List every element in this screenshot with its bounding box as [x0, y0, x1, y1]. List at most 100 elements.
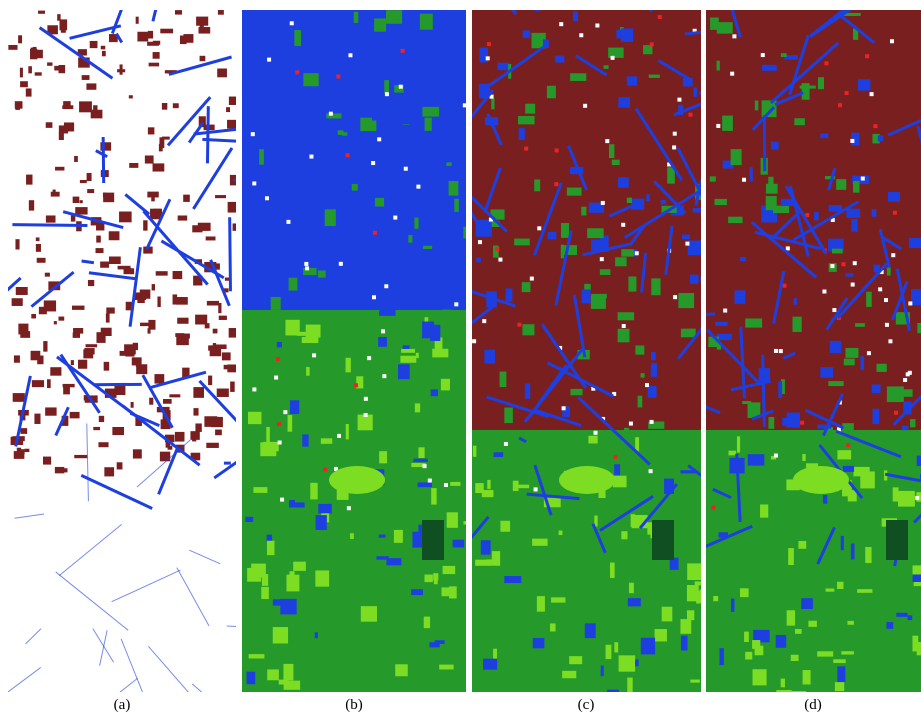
class-pixel	[286, 220, 290, 224]
class-pixel	[903, 378, 907, 382]
building	[129, 163, 138, 168]
class-patch	[717, 22, 733, 33]
class-patch	[315, 632, 318, 638]
park	[329, 466, 385, 494]
class-patch	[600, 269, 610, 275]
class-patch	[414, 218, 418, 229]
building	[173, 271, 183, 279]
building	[91, 110, 103, 119]
class-patch	[567, 188, 582, 196]
class-patch	[318, 504, 332, 514]
class-patch	[618, 329, 630, 343]
class-patch	[534, 179, 540, 191]
class-patch	[912, 636, 918, 652]
building	[16, 287, 28, 295]
building	[44, 300, 56, 311]
class-pixel	[594, 431, 598, 435]
class-patch	[415, 92, 423, 107]
class-patch	[325, 209, 336, 226]
building	[200, 56, 206, 61]
class-pixel	[487, 42, 491, 46]
class-patch	[690, 680, 699, 683]
building	[64, 122, 74, 131]
class-patch	[277, 342, 282, 347]
building	[15, 103, 20, 110]
class-patch	[833, 659, 845, 663]
class-patch	[561, 245, 564, 259]
class-patch	[661, 200, 666, 204]
class-patch	[801, 598, 813, 609]
class-patch	[293, 562, 306, 571]
class-patch	[766, 196, 777, 210]
building	[204, 416, 217, 427]
class-pixel	[711, 506, 715, 510]
class-patch	[375, 198, 384, 207]
building	[206, 236, 216, 240]
building	[59, 65, 66, 73]
class-patch	[719, 648, 724, 665]
class-patch	[243, 228, 257, 234]
class-patch	[273, 599, 288, 605]
building	[117, 69, 125, 72]
building	[147, 42, 159, 46]
class-patch	[273, 627, 288, 643]
building	[98, 442, 108, 447]
forest	[886, 520, 908, 560]
building	[149, 398, 153, 405]
class-patch	[910, 419, 915, 427]
class-patch	[401, 349, 415, 353]
map-panel	[242, 10, 478, 703]
class-patch	[522, 282, 531, 292]
building	[73, 197, 80, 203]
class-patch	[443, 566, 456, 574]
class-patch	[618, 312, 634, 320]
class-patch	[547, 86, 556, 98]
class-patch	[681, 329, 696, 338]
building	[195, 423, 201, 431]
class-patch	[643, 45, 652, 54]
class-patch	[432, 222, 445, 238]
class-patch	[386, 10, 402, 24]
class-patch	[518, 116, 534, 124]
building	[82, 75, 90, 80]
class-patch	[887, 386, 904, 402]
building	[153, 163, 165, 171]
class-patch	[687, 563, 703, 580]
building	[206, 443, 219, 448]
class-patch	[841, 651, 854, 654]
class-patch	[450, 482, 460, 486]
class-pixel	[486, 56, 490, 60]
class-patch	[280, 245, 286, 252]
building	[34, 414, 40, 424]
class-patch	[795, 629, 802, 634]
class-patch	[446, 162, 451, 165]
class-patch	[309, 216, 323, 223]
building	[13, 393, 25, 402]
class-patch	[302, 337, 319, 343]
class-patch	[571, 389, 583, 395]
building	[119, 212, 132, 223]
class-patch	[415, 403, 420, 412]
class-patch	[418, 482, 432, 487]
class-patch	[395, 664, 408, 676]
class-pixel	[274, 376, 278, 380]
class-patch	[449, 181, 459, 196]
class-patch	[681, 636, 688, 651]
class-patch	[266, 427, 270, 442]
class-pixel	[346, 153, 350, 157]
class-patch	[506, 288, 513, 301]
building	[163, 399, 172, 404]
class-patch	[591, 294, 607, 299]
class-pixel	[658, 15, 662, 19]
class-pixel	[472, 339, 476, 343]
class-patch	[621, 249, 634, 256]
class-patch	[612, 160, 620, 165]
class-patch	[513, 481, 519, 491]
class-patch	[688, 240, 704, 255]
class-patch	[851, 219, 857, 232]
class-patch	[793, 298, 796, 304]
class-patch	[582, 290, 591, 304]
class-patch	[338, 130, 344, 135]
class-patch	[476, 258, 481, 263]
class-patch	[379, 534, 386, 537]
